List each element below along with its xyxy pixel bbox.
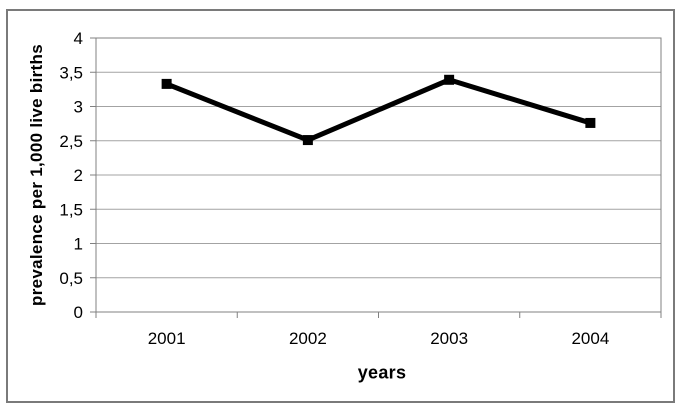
y-tick-label: 4: [74, 29, 83, 48]
y-tick-label: 1: [74, 235, 83, 254]
chart-border-frame: [6, 9, 675, 403]
y-tick-label: 3: [74, 98, 83, 117]
data-point-marker: [302, 135, 313, 146]
y-tick-label: 0: [74, 303, 83, 322]
x-axis-title: years: [357, 362, 407, 383]
x-category-label: 2002: [289, 329, 327, 348]
y-tick-label: 0,5: [59, 269, 83, 288]
series-line: [165, 77, 592, 143]
data-point-marker: [161, 78, 172, 89]
x-category-label: 2004: [571, 329, 609, 348]
data-point-marker: [585, 117, 596, 128]
y-tick-label: 2,5: [59, 132, 83, 151]
data-point-marker: [444, 74, 455, 85]
y-tick-label: 1,5: [59, 200, 83, 219]
y-tick-label: 3,5: [59, 63, 83, 82]
x-category-label: 2003: [430, 329, 468, 348]
y-axis-title: prevalence per 1,000 live births: [27, 44, 46, 306]
y-tick-label: 2: [74, 166, 83, 185]
x-category-label: 2001: [148, 329, 186, 348]
